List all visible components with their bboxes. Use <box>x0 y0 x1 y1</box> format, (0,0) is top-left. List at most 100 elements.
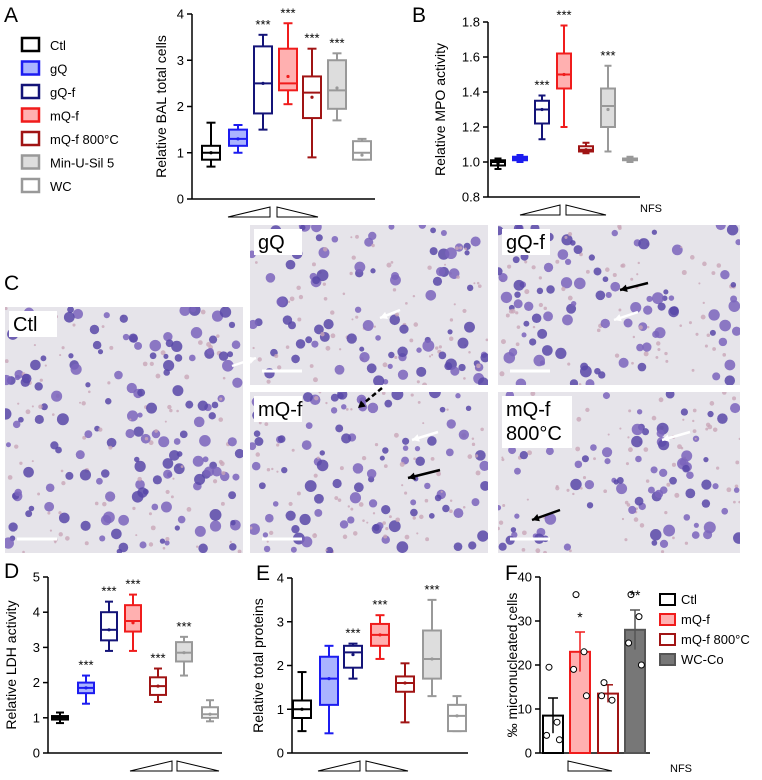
debris <box>705 427 709 431</box>
cell <box>636 409 643 415</box>
data-point <box>572 591 580 599</box>
debris <box>81 401 86 406</box>
cell <box>203 466 215 477</box>
mean <box>562 72 566 77</box>
cell <box>613 479 619 485</box>
cell <box>119 314 128 323</box>
debris <box>655 355 659 359</box>
debris <box>309 364 314 368</box>
panel-letter: D <box>4 560 19 583</box>
debris <box>314 533 317 536</box>
cell <box>557 249 569 260</box>
debris <box>186 507 192 512</box>
cell <box>397 369 409 380</box>
cell <box>231 340 241 350</box>
cell <box>158 436 170 448</box>
legend-label: mQ-f 800°C <box>50 132 119 147</box>
debris <box>660 550 665 553</box>
arrow-head <box>380 311 388 319</box>
cell <box>332 478 342 489</box>
cell <box>135 479 145 490</box>
debris <box>316 456 320 460</box>
debris <box>330 310 335 315</box>
cell <box>165 339 174 348</box>
debris <box>664 351 668 356</box>
debris <box>287 300 291 304</box>
cell <box>590 444 597 451</box>
note: NFS <box>670 763 692 775</box>
y-tick-label: 3 <box>277 614 284 629</box>
cell <box>163 331 173 342</box>
debris <box>639 523 645 528</box>
legend-label: mQ-f <box>50 109 79 124</box>
debris <box>516 325 521 329</box>
cell <box>146 402 158 414</box>
debris <box>467 454 473 459</box>
cell <box>263 545 271 553</box>
debris <box>167 404 172 410</box>
debris <box>628 447 633 453</box>
significance: *** <box>345 626 360 641</box>
debris <box>109 345 114 350</box>
debris <box>155 373 161 379</box>
debris <box>382 521 386 525</box>
box <box>556 52 572 90</box>
debris <box>474 454 479 458</box>
cell <box>281 466 288 474</box>
cell <box>362 320 374 331</box>
debris <box>524 289 530 295</box>
cell <box>531 313 542 324</box>
debris <box>580 486 583 490</box>
cell <box>508 347 518 357</box>
cell <box>733 487 740 493</box>
data-point <box>627 591 635 599</box>
cell <box>564 258 572 265</box>
debris <box>325 549 328 552</box>
cell <box>100 469 110 478</box>
debris <box>476 363 481 369</box>
debris <box>219 397 223 401</box>
debris <box>312 377 318 383</box>
debris <box>700 314 706 320</box>
cell <box>295 339 306 349</box>
cell <box>414 445 421 452</box>
debris <box>607 433 610 436</box>
debris <box>237 549 242 553</box>
dose-wedge <box>227 206 271 218</box>
debris <box>108 445 113 450</box>
cell <box>650 529 662 541</box>
cell <box>726 225 739 236</box>
cell <box>314 493 324 504</box>
cell <box>341 433 352 444</box>
y-tick-label: 0 <box>33 746 40 761</box>
label-box <box>254 229 302 255</box>
debris <box>25 409 31 415</box>
cell <box>458 429 470 440</box>
cell <box>304 480 317 492</box>
debris <box>567 232 573 237</box>
debris <box>471 442 476 447</box>
debris <box>416 380 420 384</box>
cell <box>598 371 606 379</box>
debris <box>347 505 351 508</box>
debris <box>412 294 416 298</box>
cell <box>330 393 339 402</box>
cell <box>733 532 740 544</box>
cell <box>570 478 582 491</box>
y-tick-label: 0 <box>525 746 532 761</box>
significance: *** <box>150 651 165 666</box>
debris <box>266 540 269 543</box>
cell <box>663 524 676 537</box>
panel-letter: A <box>4 4 18 27</box>
cell <box>455 393 461 399</box>
mean <box>327 677 331 681</box>
debris <box>413 322 419 327</box>
debris <box>706 333 711 338</box>
debris <box>137 476 142 482</box>
significance: *** <box>304 31 319 46</box>
cell <box>479 460 488 471</box>
y-tick-label: 20 <box>518 658 532 673</box>
debris <box>702 301 705 305</box>
cell <box>671 244 683 256</box>
cell <box>429 392 441 399</box>
